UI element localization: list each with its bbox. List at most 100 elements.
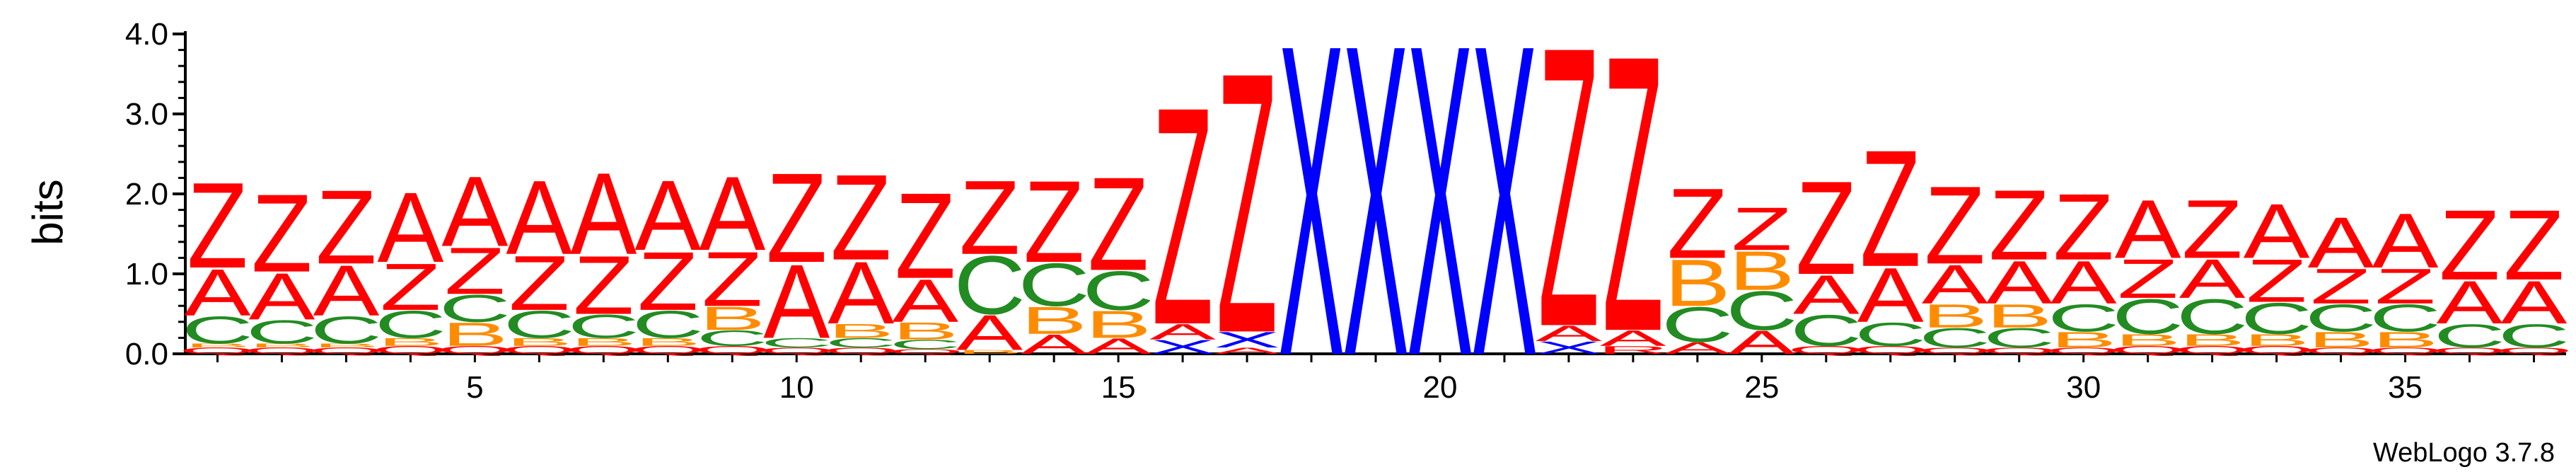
logo-letter-group: Q	[758, 346, 835, 356]
logo-letter: A	[1536, 321, 1602, 346]
logo-letter-group: B	[377, 336, 443, 349]
logo-letter: Z	[702, 236, 762, 323]
logo-letter: C	[1919, 322, 1991, 353]
logo-letter-group: R	[1597, 344, 1669, 357]
logo-letter: C	[439, 287, 511, 330]
logo-letter-group: X	[1278, 0, 1345, 449]
logo-letter: Z	[1925, 163, 1985, 287]
logo-letter: Z	[1989, 168, 2050, 280]
logo-letter-group: B	[248, 343, 315, 349]
logo-letter-group: C	[246, 313, 318, 350]
logo-letter-group: Q	[693, 344, 771, 357]
y-tick-label: 4.0	[125, 17, 168, 52]
logo-letter: A	[1922, 254, 1988, 316]
logo-letter-group: Q	[372, 344, 450, 357]
logo-letter-group: A	[1021, 328, 1087, 359]
logo-letter: Z	[2375, 258, 2436, 314]
logo-letter-group: C	[2434, 318, 2506, 355]
x-tick-label: 20	[1422, 370, 1457, 405]
logo-letter-group: Z	[444, 234, 505, 309]
logo-letter: A	[313, 251, 379, 332]
logo-letter: Z	[1731, 195, 1792, 263]
logo-letter: Q	[1787, 344, 1865, 357]
logo-letter: B	[248, 343, 315, 349]
logo-letter-group: B	[2372, 328, 2439, 352]
logo-letter: A	[506, 159, 572, 277]
logo-letter-group: B	[2308, 328, 2374, 352]
logo-letter: X	[1149, 335, 1216, 358]
logo-letter: Q	[565, 344, 643, 357]
logo-letter-group: C	[1082, 260, 1154, 322]
logo-letter-group: Z	[1152, 43, 1213, 390]
logo-letter-group: Z	[2375, 258, 2436, 314]
logo-letter: R	[1597, 344, 1669, 357]
y-axis-label: bits	[24, 179, 71, 245]
logo-letter: Z	[2503, 189, 2564, 301]
logo-letter-group: C	[1855, 316, 1927, 353]
logo-letter-group: C	[953, 238, 1026, 331]
logo-letter: A	[1729, 324, 1795, 361]
logo-letter-group: C	[632, 303, 704, 347]
logo-letter: C	[2434, 318, 2506, 355]
logo-letter-group: B	[313, 343, 379, 349]
logo-letter-group: A	[2244, 188, 2310, 275]
logo-letter: C	[311, 308, 383, 352]
logo-letter-group: A	[1536, 321, 1602, 346]
logo-letter-group: X	[1342, 0, 1409, 449]
logo-letter: B	[2244, 331, 2310, 350]
logo-letter: Q	[2495, 346, 2573, 356]
logo-letter: Q	[501, 344, 579, 357]
logo-letter-group: Q	[2109, 344, 2187, 357]
logo-letter: Z	[2118, 248, 2178, 310]
logo-letter: A	[2308, 203, 2374, 284]
logo-letter: B	[313, 343, 379, 349]
logo-letter-group: Q	[1980, 346, 2058, 356]
logo-letter-group: X	[1471, 0, 1538, 449]
logo-letter-group: C	[696, 326, 768, 350]
logo-letter-group: Q	[1852, 344, 1930, 357]
logo-letter: Q	[179, 346, 257, 356]
logo-letter: Q	[886, 348, 964, 355]
logo-letter: Z	[2439, 189, 2500, 301]
logo-letter-group: A	[956, 304, 1023, 360]
logo-letter-group: Z	[959, 159, 1020, 277]
logo-letter-group: Z	[1796, 154, 1857, 303]
logo-letter: X	[1278, 0, 1345, 449]
logo-letter-group: C	[1983, 322, 2055, 353]
logo-letter-group: Z	[1603, 0, 1664, 414]
logo-letter-group: A	[1857, 252, 1924, 339]
logo-letter: Z	[1088, 149, 1149, 299]
logo-letter: B	[699, 300, 765, 337]
logo-letter-group: C	[311, 308, 383, 352]
logo-letter: Z	[2246, 246, 2307, 315]
logo-letter: A	[377, 171, 443, 283]
logo-letter-group: Z	[2503, 189, 2564, 301]
logo-letter: A	[570, 149, 637, 279]
logo-letter-group: C	[182, 308, 254, 352]
logo-letter-group: Z	[2439, 189, 2500, 301]
logo-letter: B	[2308, 328, 2374, 352]
logo-letter: B	[2179, 331, 2246, 350]
logo-letter: B	[506, 336, 572, 349]
logo-letter-group: Q	[2045, 346, 2123, 356]
logo-letter-group: Q	[565, 344, 643, 357]
logo-letter: C	[2369, 297, 2442, 340]
x-tick-label: 30	[2066, 370, 2101, 405]
logo-letter-group: Z	[1860, 115, 1921, 301]
logo-letter-group: A	[441, 155, 508, 267]
logo-letter: X	[1342, 0, 1409, 449]
logo-letter-group: Z	[509, 240, 569, 327]
logo-letter: Q	[2431, 346, 2509, 356]
y-tick-label: 2.0	[125, 177, 168, 212]
logo-letter-group: Q	[1916, 346, 1994, 356]
logo-letter-group: X	[1214, 328, 1280, 352]
x-tick-label: 35	[2388, 370, 2423, 405]
logo-letter: C	[375, 303, 447, 347]
logo-letter-group: C	[760, 335, 832, 350]
logo-letter: Q	[436, 344, 514, 357]
logo-letter-group: C	[1919, 322, 1991, 353]
logo-letter-group: B	[1922, 298, 1988, 335]
logo-letter: C	[760, 335, 832, 350]
logo-letter-group: C	[1018, 251, 1090, 319]
logo-letter-group: Q	[308, 346, 385, 356]
